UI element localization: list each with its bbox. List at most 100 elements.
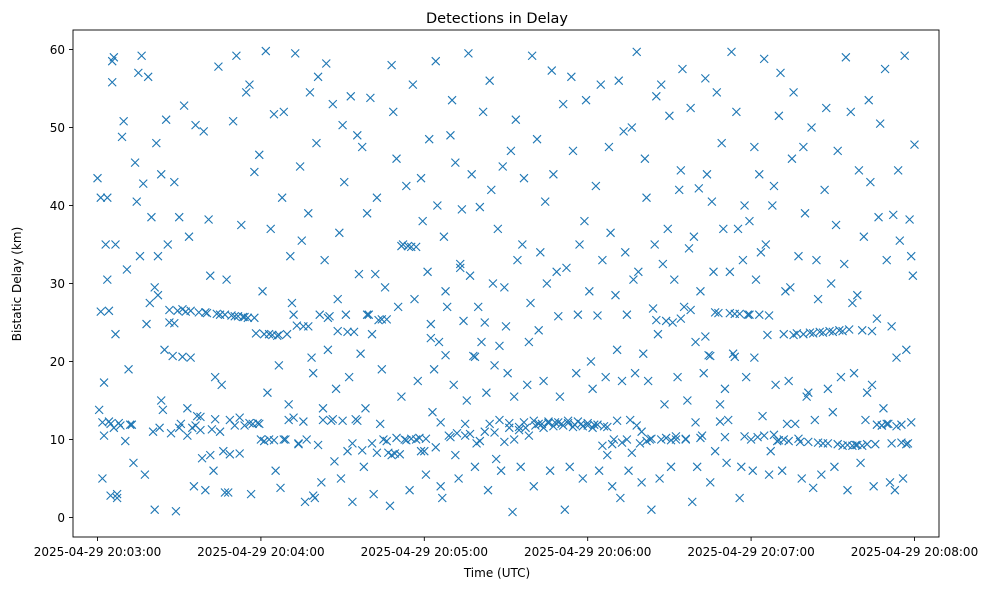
data-point: [705, 351, 715, 361]
data-point: [513, 255, 522, 265]
data-point: [370, 269, 380, 279]
data-point: [125, 420, 135, 430]
data-point: [808, 483, 818, 493]
data-point: [361, 403, 370, 413]
data-point: [196, 412, 205, 422]
data-point: [254, 419, 264, 429]
data-point: [496, 466, 506, 476]
data-point: [825, 326, 834, 336]
data-point: [575, 240, 584, 249]
data-point: [702, 169, 712, 179]
data-point: [805, 328, 815, 338]
data-point: [437, 493, 447, 503]
data-point: [465, 271, 475, 281]
data-point: [651, 315, 661, 325]
data-point: [566, 72, 576, 82]
data-point: [450, 158, 460, 167]
data-point: [632, 421, 642, 430]
data-point: [269, 109, 279, 119]
data-point: [910, 140, 919, 150]
data-point: [387, 60, 397, 70]
data-point: [571, 368, 581, 378]
data-point: [614, 76, 624, 86]
data-point: [906, 251, 916, 261]
data-point: [462, 396, 472, 405]
data-point: [905, 215, 914, 224]
x-tick-label: 2025-04-29 20:06:00: [524, 545, 651, 559]
data-point: [622, 310, 632, 320]
data-point: [156, 396, 166, 405]
data-point: [294, 439, 303, 449]
data-point: [408, 80, 418, 89]
data-point: [186, 353, 196, 362]
data-point: [640, 154, 650, 164]
data-point: [751, 275, 761, 284]
data-point: [99, 378, 109, 387]
x-axis-label: Time (UTC): [463, 566, 530, 580]
data-point: [138, 179, 148, 189]
data-point: [290, 49, 300, 58]
data-point: [857, 325, 867, 335]
data-point: [210, 372, 220, 382]
data-point: [748, 466, 758, 476]
data-point: [661, 433, 671, 443]
data-point: [416, 173, 426, 183]
data-point: [656, 80, 666, 89]
data-point: [493, 224, 503, 234]
data-point: [357, 446, 367, 455]
data-point: [882, 255, 892, 265]
data-point: [668, 318, 678, 327]
data-point: [563, 418, 573, 428]
data-point: [295, 162, 305, 171]
data-point: [429, 364, 439, 374]
data-point: [764, 470, 774, 479]
data-point: [710, 307, 720, 317]
y-axis-label: Bistatic Delay (km): [10, 227, 24, 342]
data-point: [611, 290, 620, 300]
data-point: [738, 255, 748, 265]
data-point: [174, 212, 184, 222]
data-point: [455, 259, 465, 269]
data-point: [313, 72, 323, 82]
data-point: [771, 380, 780, 390]
data-point: [722, 458, 731, 468]
data-point: [194, 307, 204, 317]
data-point: [723, 415, 733, 425]
data-point: [171, 506, 181, 516]
data-point: [416, 446, 426, 456]
data-point: [436, 417, 446, 427]
data-point: [890, 485, 900, 495]
data-point: [548, 169, 558, 179]
data-point: [161, 115, 171, 125]
data-point: [514, 425, 524, 435]
data-point: [749, 353, 759, 362]
data-point: [279, 435, 289, 444]
data-point: [880, 64, 890, 74]
data-point: [859, 232, 869, 242]
data-point: [735, 309, 745, 319]
data-point: [418, 216, 428, 226]
data-point: [431, 442, 441, 452]
data-point: [622, 435, 632, 444]
data-point: [831, 220, 841, 230]
data-point: [243, 313, 253, 323]
data-point: [812, 255, 821, 265]
data-point: [759, 431, 769, 440]
data-point: [387, 450, 397, 460]
data-point: [519, 173, 529, 183]
data-point: [393, 302, 403, 312]
data-point: [261, 46, 271, 56]
data-point: [367, 439, 377, 448]
data-point: [259, 436, 269, 446]
data-point: [540, 197, 550, 206]
data-point: [527, 51, 537, 61]
data-point: [217, 380, 227, 390]
data-point: [714, 308, 723, 318]
data-point: [182, 403, 192, 413]
data-point: [635, 439, 645, 448]
data-point: [865, 177, 875, 187]
data-point: [844, 325, 854, 334]
data-point: [699, 368, 709, 378]
data-point: [266, 224, 276, 234]
data-point: [127, 420, 137, 430]
